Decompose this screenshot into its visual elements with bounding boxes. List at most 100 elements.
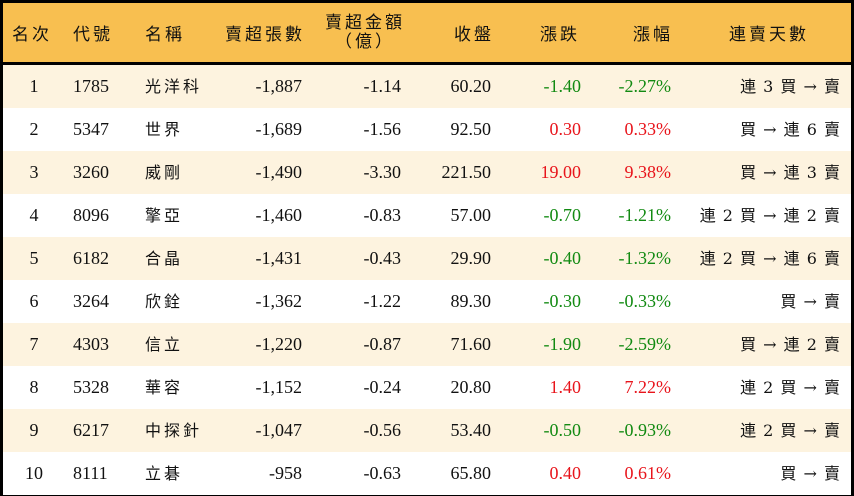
cell-code: 1785 <box>73 76 109 96</box>
cell-close: 53.40 <box>450 420 492 440</box>
table-row: 5 6182 合晶 -1,431 -0.43 29.90 -0.40 -1.32… <box>3 237 851 280</box>
cell-change-pct: 0.33% <box>624 119 672 139</box>
table-row: 8 5328 華容 -1,152 -0.24 20.80 1.40 7.22% … <box>3 366 851 409</box>
cell-sell-lots: -1,362 <box>255 291 303 311</box>
cell-change-pct: -1.32% <box>618 248 672 268</box>
cell-sell-lots: -1,152 <box>255 377 303 397</box>
header-name: 名稱 <box>145 25 185 45</box>
table-row: 10 8111 立碁 -958 -0.63 65.80 0.40 0.61% 買… <box>3 452 851 495</box>
cell-name: 光洋科 <box>145 77 203 96</box>
cell-rank: 6 <box>29 291 39 311</box>
cell-close: 65.80 <box>450 463 492 483</box>
cell-code: 8096 <box>73 205 109 225</box>
cell-close: 20.80 <box>450 377 492 397</box>
cell-streak: 連 3 買 → 賣 <box>740 77 840 96</box>
cell-rank: 7 <box>29 334 39 354</box>
header-change: 漲跌 <box>540 25 580 45</box>
cell-streak: 買 → 賣 <box>780 464 840 483</box>
cell-streak: 連 2 買 → 賣 <box>740 378 840 397</box>
cell-code: 5347 <box>73 119 109 139</box>
cell-code: 3260 <box>73 162 109 182</box>
header-sell-amount-line2: （億） <box>335 31 395 52</box>
header-close: 收盤 <box>454 25 494 45</box>
cell-change-pct: -1.21% <box>618 205 672 225</box>
cell-rank: 1 <box>29 76 39 96</box>
cell-rank: 5 <box>29 248 39 268</box>
cell-change: 19.00 <box>540 162 582 182</box>
cell-change: 0.40 <box>549 463 582 483</box>
cell-sell-lots: -958 <box>269 463 302 483</box>
cell-sell-lots: -1,689 <box>255 119 303 139</box>
cell-name: 華容 <box>145 378 184 397</box>
cell-code: 8111 <box>73 463 108 483</box>
cell-close: 57.00 <box>450 205 492 225</box>
cell-name: 擎亞 <box>145 206 184 225</box>
table-row: 3 3260 威剛 -1,490 -3.30 221.50 19.00 9.38… <box>3 151 851 194</box>
cell-sell-amount: -1.56 <box>363 119 402 139</box>
cell-rank: 8 <box>29 377 39 397</box>
cell-streak: 買 → 賣 <box>780 292 840 311</box>
cell-code: 6217 <box>73 420 109 440</box>
cell-sell-amount: -0.43 <box>363 248 402 268</box>
cell-close: 89.30 <box>450 291 492 311</box>
cell-change-pct: -2.59% <box>618 334 672 354</box>
cell-sell-lots: -1,460 <box>255 205 303 225</box>
cell-change-pct: -0.33% <box>618 291 672 311</box>
cell-change: 0.30 <box>549 119 582 139</box>
cell-rank: 9 <box>29 420 39 440</box>
cell-change: -0.70 <box>543 205 582 225</box>
cell-change-pct: -0.93% <box>618 420 672 440</box>
table-row: 9 6217 中探針 -1,047 -0.56 53.40 -0.50 -0.9… <box>3 409 851 452</box>
cell-change: -0.50 <box>543 420 582 440</box>
cell-close: 92.50 <box>450 119 492 139</box>
table-row: 4 8096 擎亞 -1,460 -0.83 57.00 -0.70 -1.21… <box>3 194 851 237</box>
cell-rank: 10 <box>25 463 43 483</box>
cell-code: 3264 <box>73 291 109 311</box>
cell-change-pct: 0.61% <box>624 463 672 483</box>
cell-sell-lots: -1,431 <box>255 248 303 268</box>
cell-change-pct: 7.22% <box>624 377 672 397</box>
cell-sell-amount: -0.56 <box>363 420 402 440</box>
cell-name: 世界 <box>145 120 184 139</box>
cell-rank: 4 <box>29 205 39 225</box>
table-row: 7 4303 信立 -1,220 -0.87 71.60 -1.90 -2.59… <box>3 323 851 366</box>
cell-change-pct: -2.27% <box>618 76 672 96</box>
cell-sell-amount: -0.87 <box>363 334 402 354</box>
cell-streak: 買 → 連 3 賣 <box>740 163 840 182</box>
cell-sell-amount: -0.83 <box>363 205 402 225</box>
cell-code: 5328 <box>73 377 109 397</box>
cell-sell-lots: -1,490 <box>255 162 303 182</box>
cell-streak: 買 → 連 2 賣 <box>740 335 840 354</box>
cell-name: 中探針 <box>145 421 203 440</box>
cell-close: 60.20 <box>450 76 492 96</box>
table-header: 名次 代號 名稱 賣超張數 賣超金額 （億） 收盤 漲跌 漲幅 連賣天數 <box>3 3 851 65</box>
cell-name: 欣銓 <box>145 292 184 311</box>
header-change-pct: 漲幅 <box>633 25 673 45</box>
cell-code: 6182 <box>73 248 109 268</box>
cell-change: 1.40 <box>549 377 582 397</box>
header-sell-amount: 賣超金額 （億） <box>325 3 405 62</box>
cell-streak: 連 2 買 → 連 6 賣 <box>699 249 840 268</box>
cell-rank: 3 <box>29 162 39 182</box>
table-row: 2 5347 世界 -1,689 -1.56 92.50 0.30 0.33% … <box>3 108 851 151</box>
cell-change: -0.40 <box>543 248 582 268</box>
cell-sell-lots: -1,220 <box>255 334 303 354</box>
cell-sell-lots: -1,047 <box>255 420 303 440</box>
cell-close: 29.90 <box>450 248 492 268</box>
cell-rank: 2 <box>29 119 39 139</box>
cell-streak: 連 2 買 → 連 2 賣 <box>699 206 840 225</box>
cell-name: 立碁 <box>145 464 184 483</box>
cell-name: 合晶 <box>145 249 184 268</box>
cell-streak: 連 2 買 → 賣 <box>740 421 840 440</box>
table-row: 6 3264 欣銓 -1,362 -1.22 89.30 -0.30 -0.33… <box>3 280 851 323</box>
cell-close: 221.50 <box>441 162 492 182</box>
cell-close: 71.60 <box>450 334 492 354</box>
cell-sell-amount: -1.14 <box>363 76 402 96</box>
cell-sell-amount: -0.24 <box>363 377 402 397</box>
cell-sell-amount: -1.22 <box>363 291 402 311</box>
cell-change-pct: 9.38% <box>624 162 672 182</box>
header-sell-amount-line1: 賣超金額 <box>325 12 405 33</box>
header-streak: 連賣天數 <box>729 25 809 45</box>
header-sell-lots: 賣超張數 <box>225 25 305 45</box>
cell-streak: 買 → 連 6 賣 <box>740 120 840 139</box>
